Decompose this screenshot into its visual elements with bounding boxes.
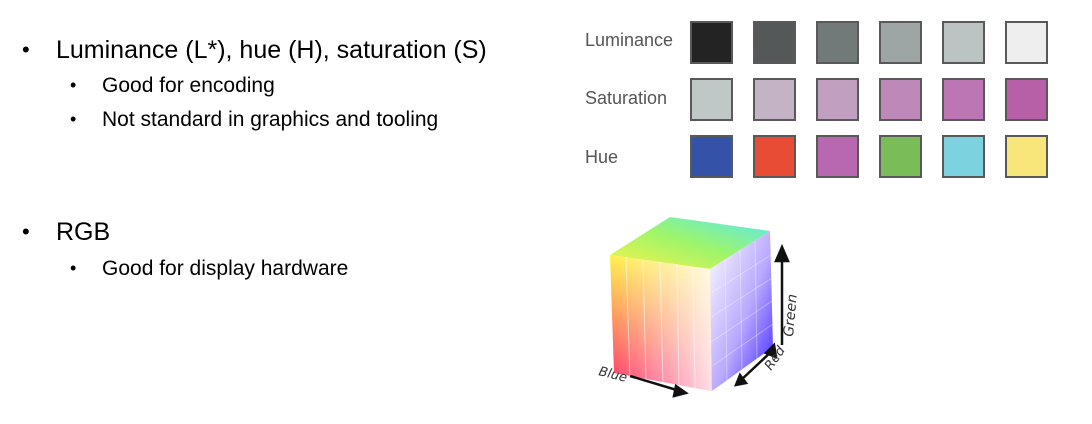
swatch-hue-1 [690,135,733,178]
swatch-luminance-1 [690,21,733,64]
cube-side-face [710,231,774,391]
bullet-rgb: RGB [22,217,110,247]
green-axis-arrow [774,243,790,345]
swatch-hue-6 [1005,135,1048,178]
sub-bullet-encoding: Good for encoding [70,72,275,99]
swatch-saturation-3 [816,78,859,121]
blue-axis-label: Blue [597,364,629,386]
swatch-saturation-2 [753,78,796,121]
swatch-hue-4 [879,135,922,178]
sub-bullet-display-hardware: Good for display hardware [70,255,348,282]
swatch-hue-3 [816,135,859,178]
swatch-hue-2 [753,135,796,178]
swatch-saturation-1 [690,78,733,121]
bullet-list: Luminance (L*), hue (H), saturation (S) … [0,0,560,424]
swatch-luminance-6 [1005,21,1048,64]
swatch-hue-5 [942,135,985,178]
cube-front-face [610,255,712,391]
swatch-luminance-3 [816,21,859,64]
sub-bullet-not-standard: Not standard in graphics and tooling [70,106,438,133]
row-label-saturation: Saturation [585,88,668,108]
swatch-luminance-4 [879,21,922,64]
swatch-luminance-2 [753,21,796,64]
bullet-lhs: Luminance (L*), hue (H), saturation (S) [22,35,487,65]
row-label-luminance: Luminance [585,30,674,50]
cube-top-face [610,217,770,269]
swatch-saturation-5 [942,78,985,121]
swatch-saturation-4 [879,78,922,121]
green-axis-label: Green [781,293,801,337]
rgb-cube-illustration: Green Red Blue [597,217,801,398]
row-label-hue: Hue [585,147,619,167]
red-axis-arrow [733,342,778,387]
swatch-saturation-6 [1005,78,1048,121]
swatch-luminance-5 [942,21,985,64]
blue-axis-arrow [629,374,689,398]
